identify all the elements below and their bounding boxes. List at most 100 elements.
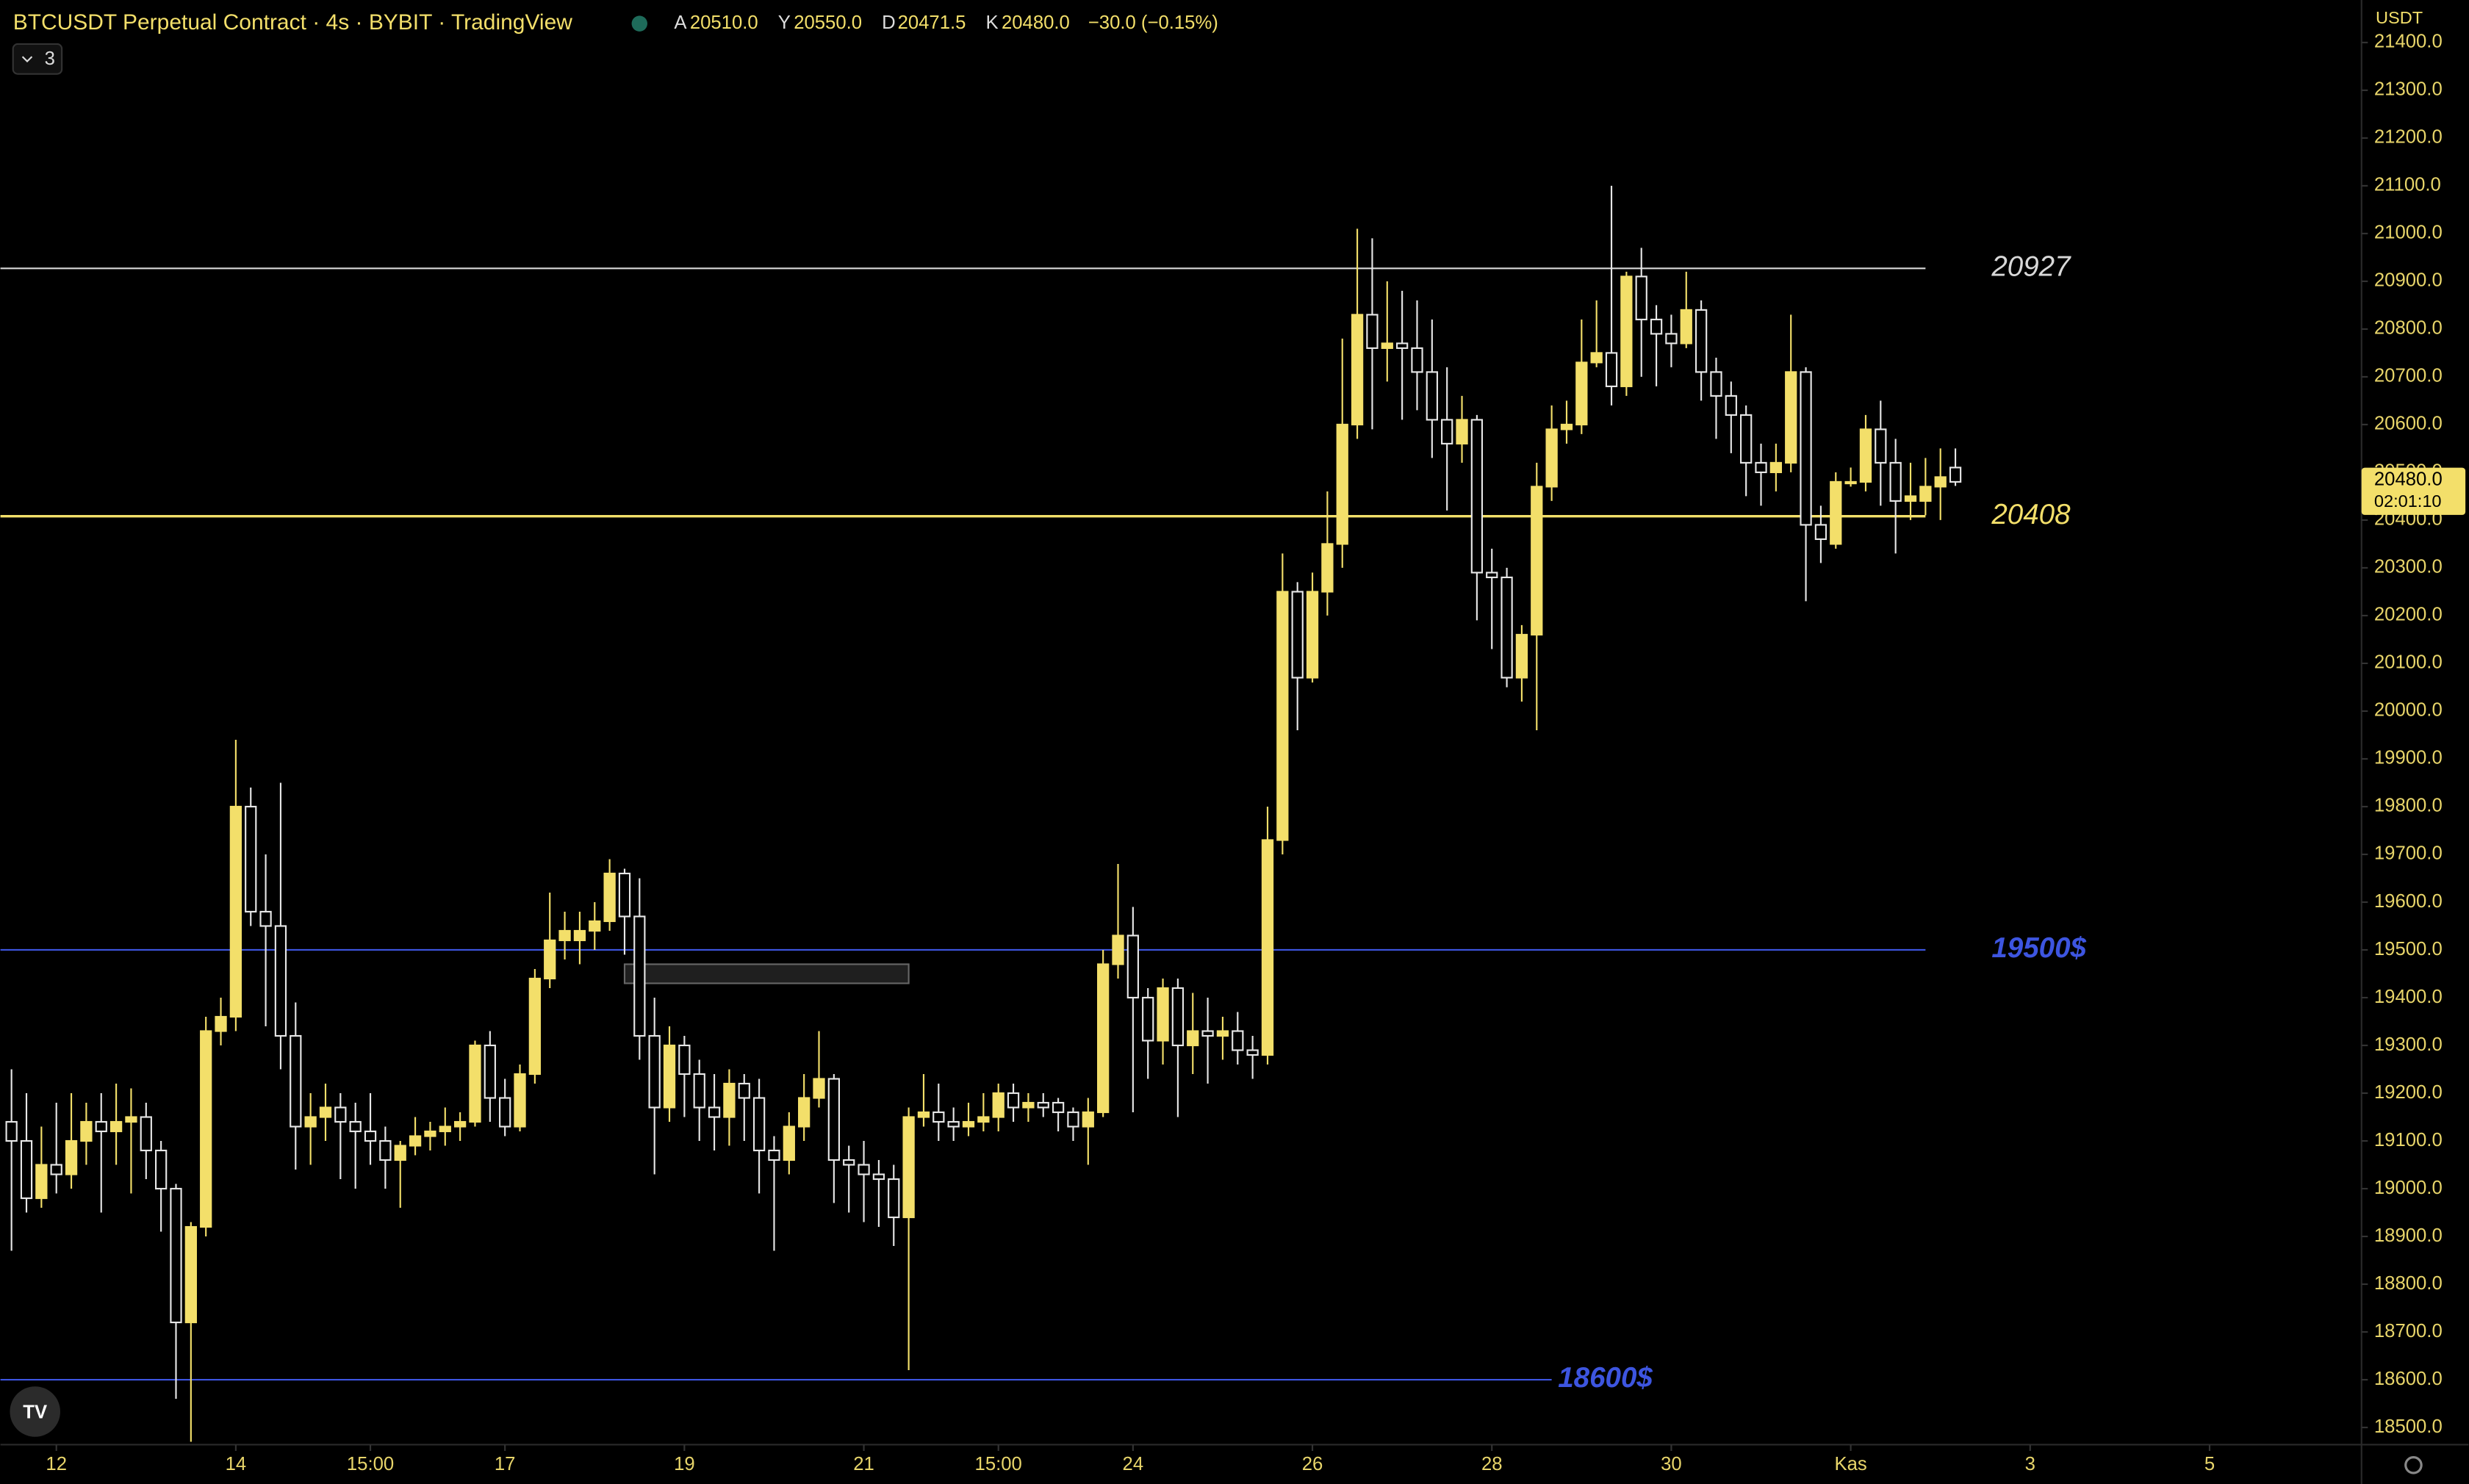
candle-body: [1531, 486, 1543, 636]
y-tick-label: 20300.0: [2374, 557, 2443, 577]
candle-body: [1486, 572, 1498, 578]
candle-body: [1456, 419, 1468, 444]
currency-menu[interactable]: USDT: [2376, 8, 2423, 27]
candle-body: [843, 1159, 855, 1166]
y-tick-label: 20200.0: [2374, 605, 2443, 625]
candle-body: [603, 872, 616, 923]
candle-body: [469, 1044, 481, 1123]
candle-body: [1007, 1092, 1020, 1109]
candle-body: [1501, 576, 1513, 679]
candle-body: [1470, 419, 1484, 574]
candle-body: [50, 1164, 62, 1175]
candle-body: [304, 1116, 317, 1128]
candle-body: [484, 1044, 496, 1099]
candle-body: [1800, 371, 1812, 526]
candle-body: [1949, 467, 1962, 483]
candle-body: [1097, 963, 1110, 1114]
candle-body: [573, 929, 586, 942]
candle-body: [1112, 934, 1124, 965]
candle-body: [1635, 275, 1647, 320]
y-tick-label: 20800.0: [2374, 318, 2443, 339]
y-tick-label: 20900.0: [2374, 270, 2443, 291]
candle-body: [917, 1111, 930, 1118]
candle-body: [902, 1116, 915, 1219]
candle-body: [1395, 342, 1409, 349]
x-tick-label: 14: [226, 1454, 247, 1474]
candle-body: [858, 1164, 870, 1175]
price-tag-label: 20480.0: [2374, 469, 2443, 490]
candle-body: [229, 805, 242, 1018]
level-label: 18600$: [1558, 1362, 1653, 1394]
candle-body: [558, 929, 571, 942]
candle-body: [528, 977, 542, 1076]
candle-body: [1381, 342, 1393, 349]
candle-body: [439, 1125, 451, 1133]
ohlc-value: 20550.0: [794, 12, 862, 33]
x-tick-label: 15:00: [975, 1454, 1022, 1474]
ohlc-value: 20510.0: [690, 12, 758, 33]
candle-body: [1830, 480, 1842, 545]
candle-body: [1426, 371, 1438, 421]
indicator-count: 3: [45, 48, 55, 69]
price-tag: [2361, 467, 2466, 515]
candle-body: [872, 1173, 885, 1181]
candle-body: [1919, 486, 1932, 502]
y-tick-label: 19300.0: [2374, 1034, 2443, 1055]
tv-logo[interactable]: [10, 1386, 60, 1437]
candle-body: [334, 1106, 347, 1123]
candle-body: [379, 1139, 392, 1161]
candle-body: [798, 1097, 811, 1128]
candle-body: [1306, 591, 1319, 679]
candle-body: [514, 1073, 526, 1128]
candle-body: [290, 1034, 302, 1128]
candle-body: [170, 1187, 182, 1324]
candle-body: [1844, 480, 1857, 485]
candle-body: [663, 1044, 676, 1109]
candle-body: [1725, 395, 1737, 416]
candle-body: [648, 1034, 661, 1109]
y-tick-label: 20000.0: [2374, 700, 2443, 721]
candle-body: [1126, 934, 1139, 999]
x-tick-label: 19: [674, 1454, 695, 1474]
candle-body: [1934, 476, 1947, 488]
candle-body: [618, 872, 631, 918]
y-tick-label: 18500.0: [2374, 1416, 2443, 1437]
x-tick-label: 21: [853, 1454, 874, 1474]
candle-body: [1575, 361, 1588, 425]
x-tick-label: 15:00: [347, 1454, 394, 1474]
ohlc-value: 20471.5: [898, 12, 966, 33]
settings-icon[interactable]: [2404, 1455, 2423, 1474]
candle-body: [1351, 314, 1364, 425]
candle-body: [1142, 996, 1154, 1042]
candle-body: [1694, 309, 1708, 373]
level-label: 20408: [1991, 499, 2071, 530]
y-tick-label: 19500.0: [2374, 939, 2443, 959]
ohlc-key: K: [986, 12, 999, 33]
candle-body: [259, 910, 272, 927]
candle-body: [977, 1116, 990, 1123]
indicator-toggle[interactable]: [12, 43, 63, 75]
candle-body: [1291, 591, 1304, 679]
candle-body: [1336, 423, 1348, 545]
candle-body: [1411, 347, 1423, 373]
y-tick-label: 18900.0: [2374, 1225, 2443, 1246]
candle-body: [1710, 371, 1722, 397]
tv-logo-mark: TV: [23, 1402, 47, 1422]
candle-body: [633, 915, 646, 1037]
candle-body: [184, 1225, 197, 1324]
candle-body: [1590, 352, 1603, 364]
candle-body: [1740, 414, 1753, 464]
candle-body: [319, 1106, 332, 1118]
price-tag-countdown: 02:01:10: [2374, 491, 2442, 511]
candle-body: [888, 1178, 900, 1219]
candle-body: [544, 939, 556, 980]
y-tick-label: 19900.0: [2374, 748, 2443, 768]
candle-body: [274, 925, 287, 1037]
candle-body: [364, 1130, 377, 1142]
symbol-title[interactable]: BTCUSDT Perpetual Contract · 4s · BYBIT …: [13, 10, 573, 35]
candle-body: [1755, 461, 1767, 473]
candle-body: [1814, 524, 1828, 540]
y-tick-label: 21000.0: [2374, 223, 2443, 243]
